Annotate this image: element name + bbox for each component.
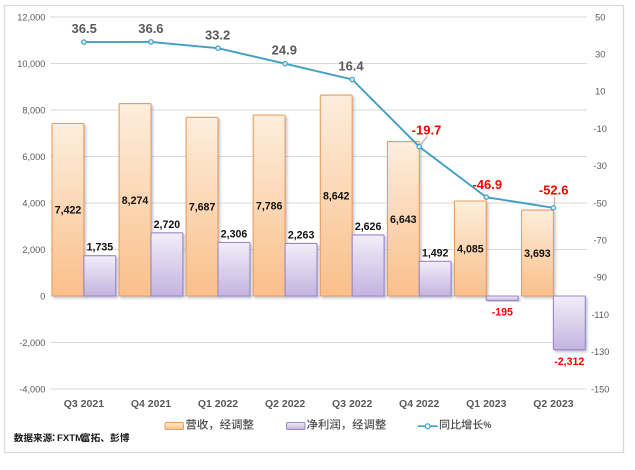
svg-text:-10: -10 (594, 124, 607, 134)
svg-text:-2,312: -2,312 (554, 356, 584, 368)
svg-text:8,274: 8,274 (122, 195, 149, 207)
svg-text:1,735: 1,735 (87, 242, 114, 254)
svg-text:-52.6: -52.6 (539, 182, 569, 197)
svg-text:24.9: 24.9 (272, 43, 297, 58)
svg-text:2,000: 2,000 (22, 245, 45, 255)
svg-text:12,000: 12,000 (17, 12, 45, 22)
svg-text:10,000: 10,000 (17, 59, 45, 69)
svg-text:Q1 2023: Q1 2023 (466, 398, 506, 410)
svg-text:16.4: 16.4 (338, 59, 364, 74)
svg-text:Q3 2021: Q3 2021 (64, 398, 104, 410)
svg-text:2,626: 2,626 (355, 221, 382, 233)
svg-text:8,000: 8,000 (22, 105, 45, 115)
svg-text:3,693: 3,693 (524, 248, 551, 260)
svg-text:4,085: 4,085 (457, 244, 484, 256)
svg-text:-150: -150 (591, 384, 609, 394)
svg-text:50: 50 (595, 12, 605, 22)
svg-text:Q4 2021: Q4 2021 (131, 398, 171, 410)
svg-text:1,492: 1,492 (422, 247, 449, 259)
svg-text:-70: -70 (594, 236, 607, 246)
svg-text:36.6: 36.6 (138, 21, 163, 36)
svg-text:6,000: 6,000 (22, 152, 45, 162)
svg-text:-46.9: -46.9 (472, 177, 502, 192)
svg-text:-90: -90 (594, 273, 607, 283)
svg-text:10: 10 (595, 87, 605, 97)
svg-text:Q2 2022: Q2 2022 (265, 398, 305, 410)
svg-text:8,642: 8,642 (323, 191, 350, 203)
svg-text:-130: -130 (591, 347, 609, 357)
svg-text:2,306: 2,306 (221, 228, 248, 240)
svg-text:2,263: 2,263 (288, 229, 315, 241)
svg-text:-195: -195 (492, 307, 513, 319)
svg-text:36.5: 36.5 (72, 21, 97, 36)
svg-text:-110: -110 (591, 310, 609, 320)
svg-text:7,786: 7,786 (256, 201, 283, 213)
svg-text:FXTM: FXTM (57, 433, 83, 444)
svg-text:4,000: 4,000 (22, 198, 45, 208)
svg-text:Q2 2023: Q2 2023 (533, 398, 573, 410)
svg-text:0: 0 (40, 291, 45, 301)
svg-text:30: 30 (595, 50, 605, 60)
svg-text:6,643: 6,643 (390, 214, 417, 226)
svg-text:-19.7: -19.7 (412, 122, 442, 137)
svg-text:2,720: 2,720 (154, 219, 181, 231)
svg-text:%: % (483, 420, 491, 430)
svg-text:-50: -50 (594, 198, 607, 208)
svg-text:-4,000: -4,000 (19, 384, 45, 394)
svg-text:-30: -30 (594, 161, 607, 171)
svg-text:7,687: 7,687 (189, 202, 216, 214)
svg-text:7,422: 7,422 (55, 205, 82, 217)
svg-text:33.2: 33.2 (205, 27, 230, 42)
svg-text:Q1 2022: Q1 2022 (198, 398, 238, 410)
svg-text:-2,000: -2,000 (19, 338, 45, 348)
svg-text:Q3 2022: Q3 2022 (332, 398, 372, 410)
svg-text:Q4 2022: Q4 2022 (399, 398, 439, 410)
